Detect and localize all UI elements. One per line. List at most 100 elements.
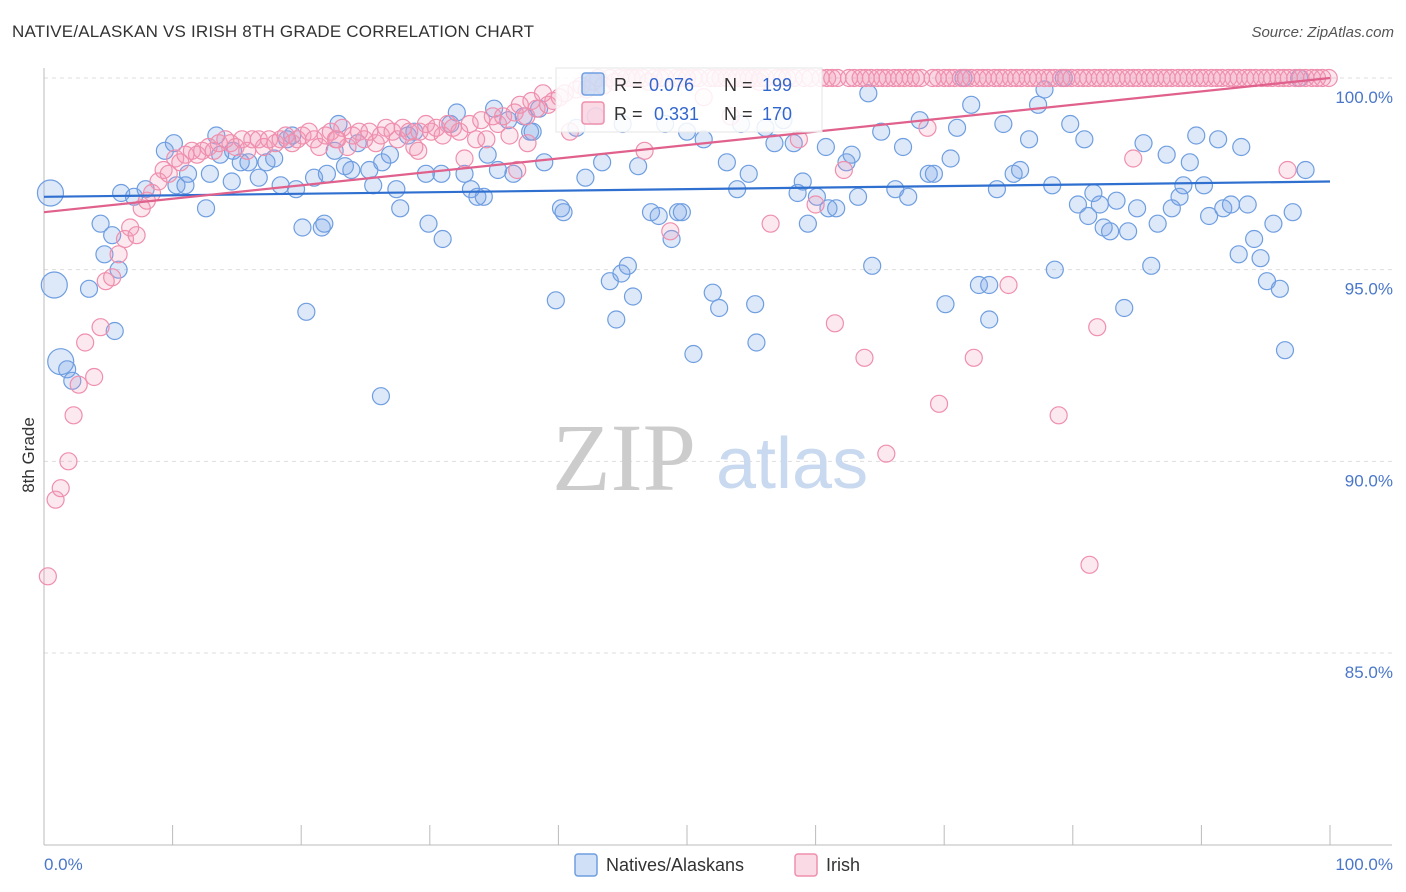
- chart-source: Source: ZipAtlas.com: [1251, 24, 1394, 41]
- natives-point: [618, 256, 637, 275]
- natives-point: [576, 168, 595, 187]
- natives-point: [593, 153, 612, 172]
- irish-point: [450, 122, 469, 141]
- axes: [43, 68, 1392, 846]
- natives-point: [371, 387, 391, 406]
- natives-point: [827, 199, 846, 218]
- y-axis-title: 8th Grade: [19, 417, 38, 493]
- legend-natives-label: Natives/Alaskans: [606, 855, 744, 875]
- irish-point: [159, 164, 178, 183]
- natives-point: [535, 153, 554, 172]
- y-tick-label: 100.0%: [1335, 88, 1393, 107]
- irish-trend-line: [43, 76, 1331, 214]
- natives-point: [1221, 195, 1241, 214]
- irish-r-label: R =: [614, 104, 643, 124]
- irish-point: [38, 567, 57, 586]
- irish-point: [918, 118, 937, 137]
- irish-point: [51, 479, 70, 498]
- irish-point: [149, 172, 168, 191]
- natives-point: [391, 199, 410, 218]
- natives-point: [380, 145, 400, 164]
- natives-point: [962, 95, 981, 114]
- natives-point: [816, 137, 835, 157]
- irish-point: [69, 375, 88, 394]
- natives-point: [1275, 341, 1295, 360]
- natives-point: [1107, 191, 1126, 210]
- natives-point: [1118, 222, 1138, 241]
- natives-point: [523, 122, 542, 141]
- irish-point: [76, 333, 95, 352]
- natives-point: [629, 157, 648, 176]
- natives-point: [554, 203, 573, 222]
- natives-point: [36, 179, 65, 207]
- natives-point: [1229, 245, 1248, 264]
- natives-point: [40, 271, 68, 299]
- natives-point: [200, 164, 219, 183]
- natives-point: [1296, 160, 1315, 180]
- bottom-legend: Natives/Alaskans Irish: [574, 853, 860, 877]
- natives-point: [1028, 95, 1048, 114]
- natives-point: [105, 321, 124, 341]
- irish-point: [901, 68, 920, 88]
- natives-point: [1134, 134, 1153, 153]
- irish-point: [825, 314, 844, 333]
- natives-point: [222, 172, 241, 191]
- natives-point: [1127, 199, 1147, 218]
- natives-point: [1045, 260, 1064, 279]
- natives-point: [265, 149, 284, 168]
- natives-point: [694, 130, 713, 149]
- watermark: ZIP atlas: [552, 404, 868, 511]
- x-tick-label: 100.0%: [1335, 855, 1393, 874]
- chart-title: NATIVE/ALASKAN VS IRISH 8TH GRADE CORREL…: [12, 22, 535, 41]
- natives-point: [1270, 279, 1289, 298]
- natives-point: [1010, 160, 1030, 180]
- natives-point: [1157, 145, 1176, 164]
- natives-point: [196, 199, 216, 218]
- natives-point: [1090, 195, 1109, 214]
- natives-trend-line: [43, 180, 1331, 198]
- natives-point: [863, 256, 882, 275]
- grid-lines: [44, 77, 1392, 654]
- natives-point: [1075, 130, 1094, 149]
- irish-point: [91, 318, 110, 337]
- natives-point: [703, 283, 722, 302]
- irish-point: [1278, 160, 1297, 180]
- x-tick-label: 0.0%: [44, 855, 83, 874]
- y-tick-label: 95.0%: [1345, 280, 1393, 299]
- natives-point: [1148, 214, 1167, 233]
- irish-n-value: 170: [762, 104, 792, 124]
- irish-point: [466, 130, 486, 149]
- watermark-atlas: atlas: [716, 424, 868, 504]
- irish-point: [1080, 555, 1099, 574]
- natives-point: [1115, 298, 1134, 318]
- irish-point: [661, 222, 680, 241]
- natives-point: [95, 245, 114, 264]
- tick-labels: 85.0% 90.0% 95.0% 100.0% 0.0% 100.0%: [44, 88, 1393, 874]
- natives-point: [1194, 176, 1214, 195]
- natives-point: [1100, 222, 1120, 241]
- irish-point: [409, 141, 428, 160]
- natives-point: [668, 203, 688, 222]
- natives-point: [91, 214, 110, 233]
- natives-point: [419, 214, 438, 233]
- irish-point: [64, 406, 83, 425]
- irish-point: [806, 195, 825, 214]
- natives-point: [717, 153, 736, 172]
- natives-point: [980, 310, 999, 329]
- irish-point: [877, 444, 896, 463]
- natives-point: [342, 160, 361, 180]
- natives-point: [941, 149, 960, 168]
- natives-point: [271, 176, 290, 195]
- irish-point: [46, 490, 65, 509]
- irish-point: [127, 226, 146, 245]
- natives-point: [607, 310, 626, 329]
- stats-legend: R = 0.076 N = 199 R = 0.331 N = 170: [555, 67, 823, 133]
- natives-point: [994, 114, 1013, 134]
- irish-point: [85, 367, 104, 387]
- natives-point: [936, 295, 955, 314]
- y-tick-label: 90.0%: [1345, 471, 1393, 490]
- irish-point: [999, 275, 1018, 295]
- natives-point: [793, 172, 812, 191]
- natives-point: [1187, 126, 1206, 145]
